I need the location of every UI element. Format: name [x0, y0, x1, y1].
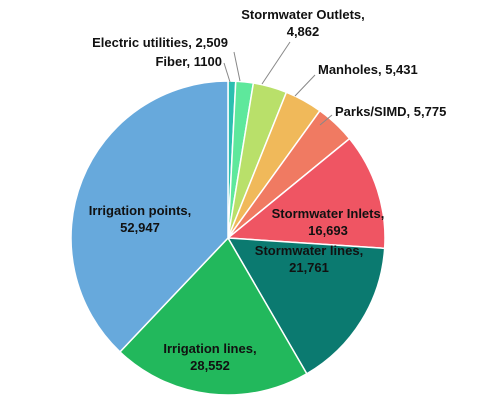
label-separator: , [188, 203, 192, 218]
slice-label: Irrigation points, 52,947 [89, 203, 192, 235]
label-separator: , [407, 104, 411, 119]
leader-line [319, 114, 333, 126]
pie-slice [70, 80, 229, 353]
category-name: Fiber [155, 54, 187, 69]
slice-label: Parks/SIMD, 5,775 [335, 104, 446, 119]
leader-line [223, 62, 231, 83]
pie-slice [226, 237, 386, 375]
leader-line [233, 51, 241, 82]
slice-label: Irrigation lines, 28,552 [163, 341, 256, 373]
pie-slice [226, 137, 386, 250]
value-label: 1100 [194, 54, 222, 69]
label-separator: , [360, 243, 364, 258]
category-name: Electric utilities [92, 35, 188, 50]
value-label: 5,775 [414, 104, 447, 119]
value-label: 2,509 [195, 35, 228, 50]
pie-slice [118, 236, 308, 396]
category-name: Irrigation points [89, 203, 188, 218]
leader-line [294, 74, 316, 97]
value-label: 28,552 [190, 358, 230, 373]
category-name: Manholes [318, 62, 378, 77]
slice-label: Stormwater lines, 21,761 [255, 243, 363, 275]
slice-label: Stormwater Inlets, 16,693 [272, 206, 385, 238]
category-name: Irrigation lines [163, 341, 253, 356]
slice-label: Fiber, 1100 [155, 54, 222, 69]
value-label: 5,431 [385, 62, 418, 77]
slice-label: Manholes, 5,431 [318, 62, 418, 77]
label-separator: , [361, 7, 365, 22]
value-label: 52,947 [120, 220, 160, 235]
label-separator: , [253, 341, 257, 356]
value-label: 4,862 [287, 24, 320, 39]
slice-label: Stormwater Outlets, 4,862 [241, 7, 365, 39]
category-name: Stormwater Outlets [241, 7, 361, 22]
slice-label: Electric utilities, 2,509 [92, 35, 228, 50]
category-name: Parks/SIMD [335, 104, 407, 119]
pie [70, 80, 386, 396]
label-separator: , [187, 54, 191, 69]
category-name: Stormwater Inlets [272, 206, 381, 221]
label-separator: , [188, 35, 192, 50]
category-name: Stormwater lines [255, 243, 360, 258]
label-separator: , [378, 62, 382, 77]
leader-line [261, 41, 291, 85]
label-separator: , [381, 206, 385, 221]
value-label: 21,761 [289, 260, 329, 275]
labels: Fiber, 1100 Electric utilities, 2,509 Stor… [89, 7, 447, 373]
value-label: 16,693 [308, 223, 348, 238]
